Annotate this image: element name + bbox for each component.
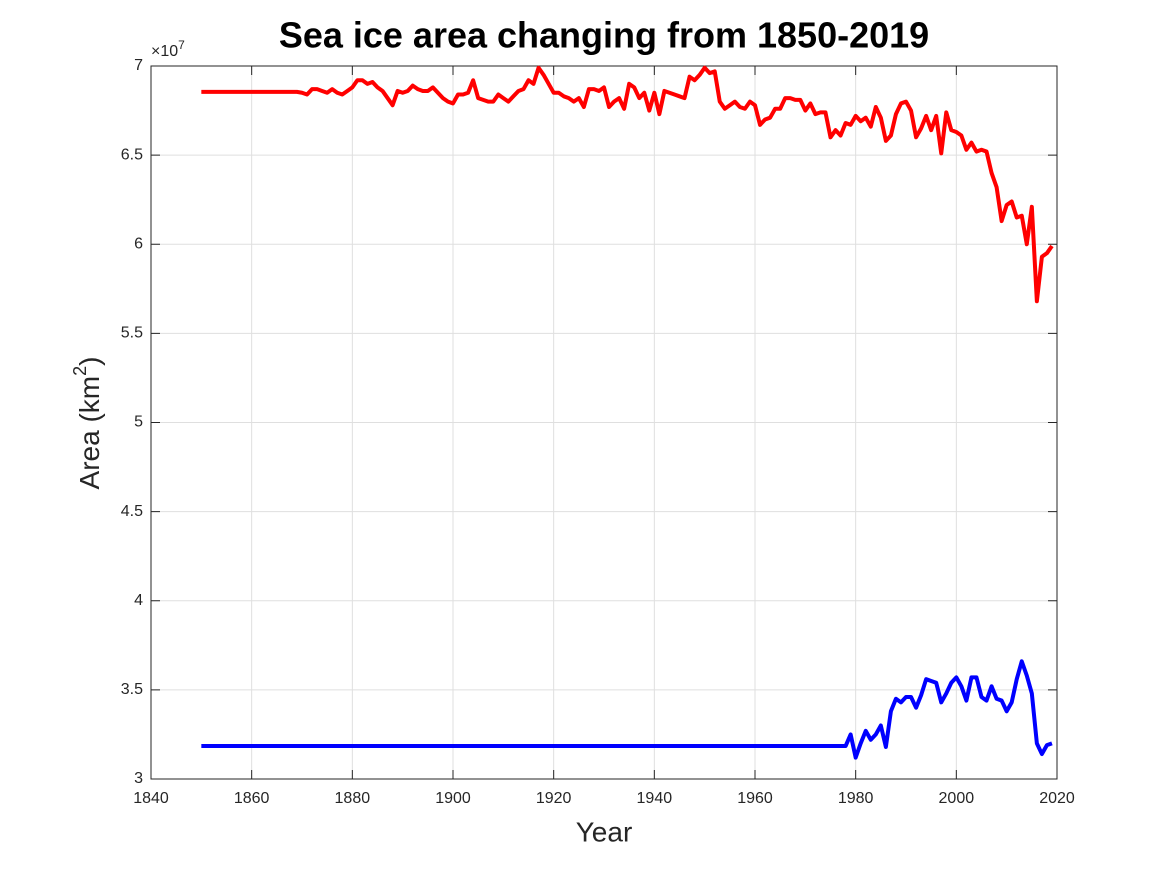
- y-multiplier: ×107: [151, 38, 185, 60]
- y-tick-label: 6: [134, 235, 143, 252]
- x-tick-label: 1880: [335, 790, 371, 807]
- x-tick-label: 1860: [234, 790, 270, 807]
- x-tick-label: 1960: [737, 790, 773, 807]
- y-axis-title: Area (km2): [70, 357, 106, 490]
- y-multiplier-power: 7: [178, 38, 185, 52]
- y-tick-label: 6.5: [121, 146, 143, 163]
- x-tick-label: 1980: [838, 790, 874, 807]
- data-line: [201, 65, 1054, 304]
- x-tick-label: 1840: [133, 790, 169, 807]
- y-tick-label: 4: [134, 592, 143, 609]
- y-multiplier-base: ×10: [151, 43, 178, 60]
- axes-box: [150, 65, 1058, 780]
- y-tick-label: 3: [134, 770, 143, 787]
- y-tick-label: 7: [134, 57, 143, 74]
- x-tick-label: 1900: [435, 790, 471, 807]
- x-tick-label: 1920: [536, 790, 572, 807]
- y-tick-label: 5.5: [121, 325, 143, 342]
- x-tick-label: 2000: [939, 790, 975, 807]
- y-axis-title-sup: 2: [70, 366, 90, 376]
- y-tick-label: 3.5: [121, 681, 143, 698]
- y-tick-label: 4.5: [121, 503, 143, 520]
- y-axis-title-text: Area (km: [74, 376, 105, 490]
- y-tick-label: 5: [134, 414, 143, 431]
- x-tick-label: 2020: [1039, 790, 1075, 807]
- y-axis-title-end: ): [74, 357, 105, 366]
- chart-title: Sea ice area changing from 1850-2019: [279, 15, 929, 56]
- data-line: [201, 659, 1053, 760]
- x-axis-title: Year: [576, 816, 633, 847]
- x-tick-label: 1940: [637, 790, 673, 807]
